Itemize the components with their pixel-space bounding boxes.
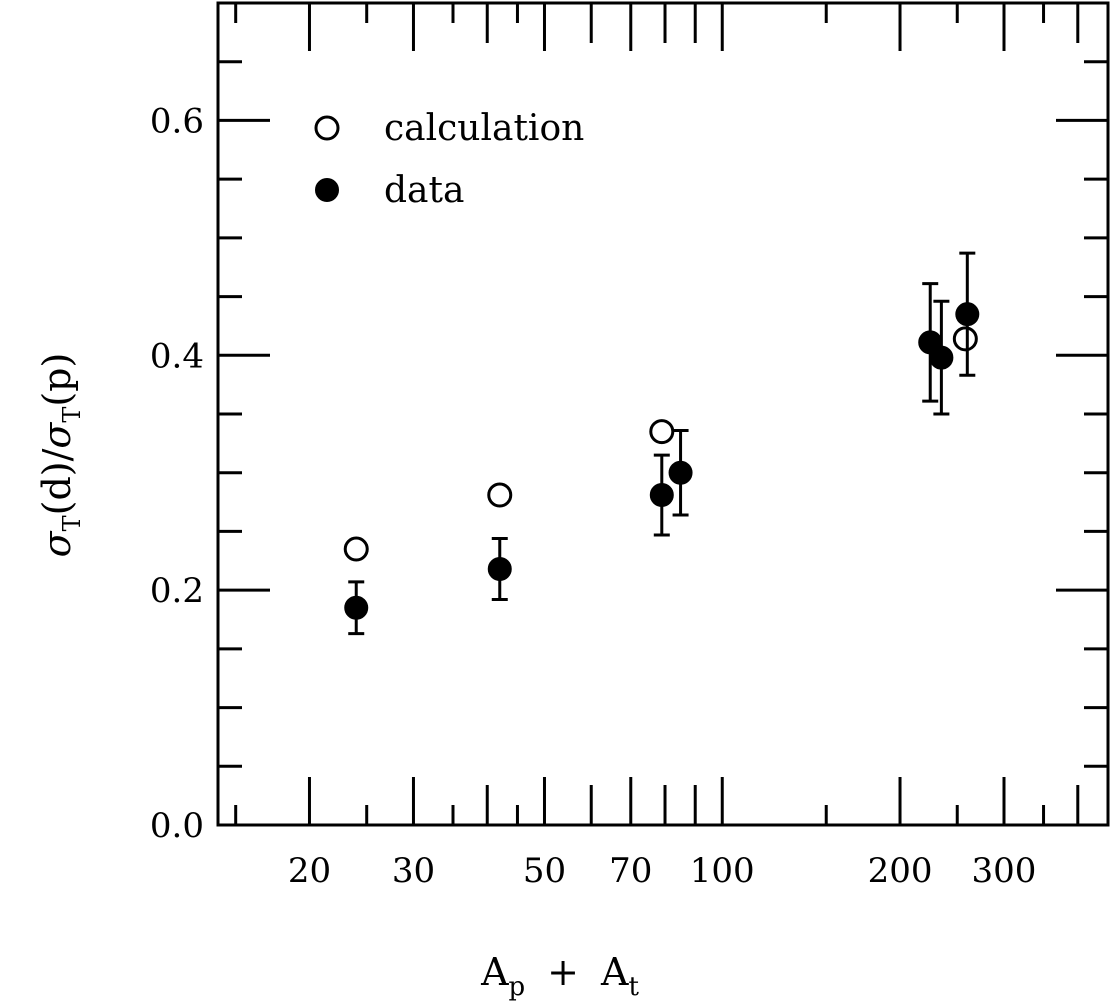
x-tick-label: 200 bbox=[868, 851, 933, 891]
legend-label: data bbox=[384, 170, 464, 211]
x-tick-label: 20 bbox=[288, 851, 331, 891]
calculation-point bbox=[343, 536, 369, 562]
series-marks bbox=[343, 251, 980, 636]
calculation-point bbox=[952, 326, 978, 352]
axis-ticks bbox=[218, 1, 1108, 827]
svg-text:σT(d)/σT(p): σT(d)/σT(p) bbox=[35, 353, 86, 558]
data-point bbox=[929, 345, 954, 370]
plot-border bbox=[216, 1, 1110, 827]
data-point bbox=[344, 595, 369, 620]
x-axis-title-main: A bbox=[480, 950, 509, 994]
y-tick-label: 0.0 bbox=[150, 806, 204, 846]
y-axis-title-sigma2: σ bbox=[35, 422, 79, 449]
legend-label: calculation bbox=[384, 108, 584, 149]
y-tick-label: 0.6 bbox=[150, 101, 204, 141]
x-tick-label: 50 bbox=[523, 851, 566, 891]
y-axis-title-p: (p) bbox=[35, 353, 79, 407]
x-tick-label: 30 bbox=[392, 851, 435, 891]
x-axis-title-plus: + bbox=[547, 950, 579, 994]
y-axis-title-sub: T bbox=[58, 515, 86, 531]
data-point bbox=[649, 483, 674, 508]
x-tick-label: 100 bbox=[690, 851, 755, 891]
x-tick-label: 70 bbox=[609, 851, 652, 891]
y-axis-title: σT(d)/σT(p) bbox=[35, 353, 86, 558]
y-axis-title-sigma: σ bbox=[35, 530, 79, 557]
legend-marker-filled bbox=[315, 178, 339, 202]
data-point bbox=[955, 302, 980, 327]
svg-text:Ap+At: Ap + At bbox=[480, 950, 639, 1001]
data-point bbox=[487, 557, 512, 582]
calculation-point bbox=[649, 419, 675, 445]
x-axis-title: Ap + At bbox=[480, 950, 639, 1001]
calculation-point bbox=[487, 482, 513, 508]
y-tick-label: 0.4 bbox=[150, 336, 204, 376]
x-axis-title-main2: A bbox=[600, 950, 629, 994]
legend-marker-open bbox=[314, 115, 340, 141]
x-axis-title-sub2: t bbox=[628, 972, 639, 1001]
tick-labels: 0.0 0.2 0.4 0.6 20 30 50 70 100 200 300 bbox=[150, 101, 1037, 891]
data-point bbox=[668, 460, 693, 485]
y-axis-title-sub2: T bbox=[58, 407, 86, 423]
legend: calculation data bbox=[314, 108, 584, 211]
y-tick-label: 0.2 bbox=[150, 571, 204, 611]
x-tick-label: 300 bbox=[972, 851, 1037, 891]
plot-frame bbox=[216, 1, 1110, 827]
x-axis-title-sub1: p bbox=[509, 972, 526, 1001]
y-axis-title-d: (d)/ bbox=[35, 448, 79, 515]
